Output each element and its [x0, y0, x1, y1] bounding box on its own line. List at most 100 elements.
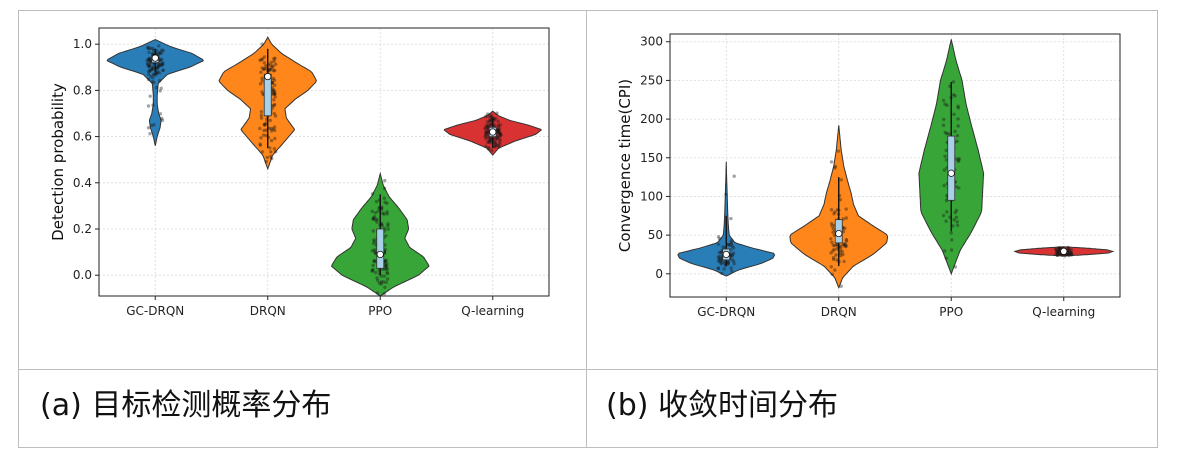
data-point — [158, 63, 162, 67]
data-point — [145, 59, 149, 63]
data-point — [719, 258, 724, 262]
data-point — [496, 123, 500, 127]
data-point — [272, 92, 276, 97]
data-point — [485, 130, 490, 134]
data-point — [952, 112, 956, 117]
data-point — [161, 68, 165, 73]
data-point — [152, 73, 156, 77]
data-point — [842, 259, 846, 264]
data-point — [272, 89, 277, 94]
data-point — [717, 250, 722, 255]
data-point — [371, 241, 376, 246]
data-point — [380, 223, 384, 228]
data-point — [151, 67, 155, 71]
data-point — [1066, 247, 1071, 251]
data-point — [487, 119, 492, 123]
x-tick-label: Q-learning — [1032, 305, 1095, 319]
data-point — [269, 127, 273, 131]
data-point — [830, 272, 834, 276]
data-point — [375, 220, 379, 224]
median-marker — [947, 169, 955, 177]
data-point — [729, 242, 733, 246]
data-point — [268, 118, 272, 123]
data-point — [952, 218, 956, 222]
x-tick-label: PPO — [939, 305, 963, 319]
data-point — [150, 66, 154, 70]
x-tick-label: DRQN — [250, 304, 286, 318]
data-point — [831, 243, 835, 247]
data-point — [385, 271, 390, 276]
x-tick-label: DRQN — [821, 305, 857, 319]
data-point — [372, 258, 377, 263]
data-point — [841, 229, 846, 234]
data-point — [728, 243, 732, 247]
data-point — [726, 261, 730, 265]
data-point — [944, 198, 949, 203]
data-point — [1054, 252, 1058, 256]
data-point — [1067, 247, 1071, 251]
data-point — [154, 73, 158, 77]
data-point — [382, 291, 387, 296]
data-point — [730, 258, 734, 262]
data-point — [370, 192, 375, 196]
data-point — [484, 114, 488, 119]
detection-probability-violin-chart: 0.0 0.2 0.4 0.6 0.8 1.0 GC-DRQN DRQN PPO Q-learni… — [49, 27, 550, 318]
data-point — [385, 262, 389, 266]
data-point — [1069, 251, 1073, 255]
data-point — [272, 103, 276, 108]
x-tick-label: PPO — [368, 304, 392, 318]
data-point — [154, 85, 159, 90]
data-point — [485, 125, 489, 129]
data-point — [1069, 248, 1074, 252]
data-point — [1056, 251, 1060, 255]
x-tick-label: GC-DRQN — [126, 304, 184, 318]
data-point — [269, 60, 273, 65]
data-point — [268, 67, 273, 72]
data-point — [499, 133, 503, 137]
data-point — [949, 231, 953, 235]
data-point — [498, 138, 502, 142]
data-point — [1055, 253, 1060, 257]
y-tick-label: 150 — [640, 151, 663, 165]
data-point — [1066, 245, 1070, 250]
data-point — [722, 260, 727, 264]
data-point — [272, 125, 277, 129]
data-point — [151, 65, 155, 69]
data-point — [373, 248, 377, 252]
data-point — [265, 155, 269, 160]
data-point — [829, 160, 834, 164]
data-point — [953, 265, 957, 269]
data-point — [493, 136, 497, 141]
data-point — [839, 178, 843, 182]
data-point — [376, 278, 380, 283]
data-point — [381, 280, 385, 284]
data-point — [843, 244, 848, 249]
data-point — [379, 280, 384, 284]
data-point — [272, 98, 276, 102]
data-point — [371, 217, 375, 221]
data-point — [485, 125, 489, 129]
data-point — [159, 62, 163, 67]
data-point — [831, 230, 835, 234]
data-point — [260, 66, 264, 70]
data-point — [496, 135, 500, 139]
data-point — [840, 249, 844, 253]
data-point — [718, 256, 722, 261]
median-marker — [1060, 247, 1068, 255]
data-point — [147, 50, 151, 55]
data-point — [161, 61, 165, 65]
axes-frame — [98, 27, 550, 297]
data-point — [148, 94, 152, 98]
data-point — [716, 266, 720, 270]
data-point — [496, 137, 500, 141]
data-point — [273, 92, 277, 96]
data-point — [829, 265, 833, 269]
violin-gc-drqn — [106, 39, 205, 146]
data-point — [269, 150, 273, 154]
data-point — [146, 45, 150, 49]
data-point — [258, 126, 262, 131]
data-point — [835, 258, 839, 262]
data-point — [259, 70, 263, 75]
data-point — [496, 130, 500, 135]
data-point — [272, 57, 276, 61]
